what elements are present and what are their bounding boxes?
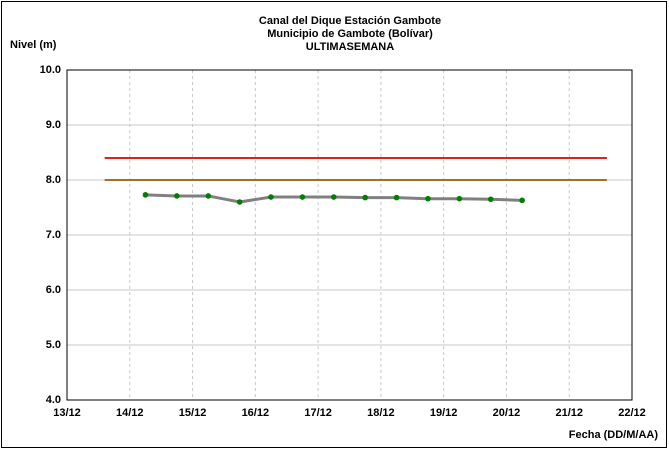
data-point xyxy=(236,199,243,205)
x-tick-label: 13/12 xyxy=(53,407,81,419)
data-point xyxy=(331,194,337,200)
plot-border xyxy=(66,69,633,401)
data-point xyxy=(268,194,274,200)
y-tick-label: 4.0 xyxy=(46,394,61,406)
chart-title: ULTIMASEMANA xyxy=(306,41,394,53)
x-axis-label: Fecha (DD/M/AA) xyxy=(569,429,659,441)
x-tick-label: 18/12 xyxy=(367,407,395,419)
y-axis-label: Nivel (m) xyxy=(10,39,57,51)
frame xyxy=(1,1,667,448)
chart-title: Municipio de Gambote (Bolívar) xyxy=(267,28,433,40)
x-tick-label: 17/12 xyxy=(304,407,332,419)
y-tick-label: 7.0 xyxy=(46,229,61,241)
y-tick-label: 5.0 xyxy=(46,339,61,351)
data-point xyxy=(142,192,149,198)
x-tick-label: 20/12 xyxy=(493,407,521,419)
data-point xyxy=(393,194,400,201)
data-point xyxy=(487,196,494,203)
data-point xyxy=(519,197,525,204)
x-tick-label: 21/12 xyxy=(555,407,583,419)
x-tick-label: 15/12 xyxy=(179,407,207,419)
chart-title: Canal del Dique Estación Gambote xyxy=(259,15,441,27)
data-point xyxy=(425,195,431,202)
data-point xyxy=(456,195,463,202)
data-point xyxy=(205,193,212,199)
y-tick-label: 10.0 xyxy=(40,64,61,76)
y-tick-label: 8.0 xyxy=(46,174,61,186)
data-point xyxy=(174,193,180,199)
x-tick-label: 14/12 xyxy=(116,407,144,419)
data-point xyxy=(362,194,368,201)
x-tick-label: 19/12 xyxy=(430,407,458,419)
y-tick-label: 6.0 xyxy=(46,284,61,296)
x-tick-label: 22/12 xyxy=(618,407,646,419)
data-point xyxy=(299,194,306,200)
y-tick-label: 9.0 xyxy=(46,119,61,131)
x-tick-label: 16/12 xyxy=(242,407,270,419)
